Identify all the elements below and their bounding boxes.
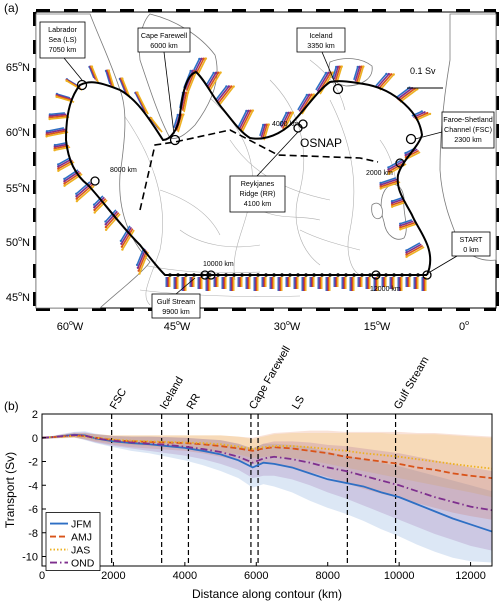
svg-text:Sea (LS): Sea (LS): [48, 35, 76, 44]
series-line-ond: [41, 434, 493, 512]
svg-text:Cape Farewell: Cape Farewell: [141, 31, 188, 40]
marker-label-iceland: Iceland: [158, 375, 186, 412]
legend-label-amj: AMJ: [71, 532, 92, 544]
band-jas: [42, 433, 492, 498]
svg-text:Faroe-Shetland: Faroe-Shetland: [443, 115, 493, 124]
osnap-label: OSNAP: [300, 136, 342, 150]
scale-arrow: 0.1 Sv: [407, 66, 443, 89]
plot-frame: [41, 413, 493, 567]
marker-label-fsc: FSC: [108, 386, 129, 411]
lat-label-60: 60oN: [6, 126, 30, 139]
ytick-label: 2: [32, 409, 38, 421]
lon-label-60w: 60oW: [57, 320, 84, 333]
callout-reykjanes: Reykjanes Ridge (RR) 4100 km: [229, 131, 299, 213]
y-axis-label: Transport (Sv): [3, 452, 17, 528]
svg-text:6000 km: 6000 km: [150, 41, 178, 50]
lat-label-50: 50oN: [6, 236, 30, 249]
marker-label-ls: LS: [290, 394, 307, 412]
svg-text:Reykjanes: Reykjanes: [241, 179, 275, 188]
marker-label-rr: RR: [185, 392, 203, 412]
ytick-label: -8: [28, 528, 38, 540]
callout-gulf-stream: Gulf Stream 9900 km: [151, 277, 201, 319]
xtick-label: 0: [39, 570, 45, 582]
svg-text:2300 km: 2300 km: [454, 135, 482, 144]
xtick-label: 8000: [315, 570, 339, 582]
ytick-label: -2: [28, 457, 38, 469]
ytick-label: -4: [28, 480, 38, 492]
callout-iceland: Iceland 3350 km: [296, 27, 346, 86]
km-label-12000: 12000 km: [370, 286, 401, 293]
xtick-label: 10000: [384, 570, 415, 582]
km-label-10000: 10000 km: [203, 261, 234, 268]
legend: [45, 512, 101, 571]
legend-label-jfm: JFM: [71, 519, 91, 531]
panel-b-label: (b): [4, 399, 19, 413]
svg-text:START: START: [460, 235, 484, 244]
svg-text:0 km: 0 km: [463, 245, 479, 254]
legend-label-jas: JAS: [71, 545, 90, 557]
lon-label-45w: 45oW: [164, 320, 191, 333]
scale-label: 0.1 Sv: [410, 66, 436, 76]
xtick-label: 12000: [455, 570, 486, 582]
svg-text:3350 km: 3350 km: [307, 41, 335, 50]
band-amj: [42, 430, 492, 520]
legend-label-ond: OND: [71, 558, 95, 570]
band-ond: [42, 432, 492, 551]
panel-a-label: (a): [4, 1, 19, 15]
svg-text:Labrador: Labrador: [48, 25, 77, 34]
contour-dots: [168, 273, 420, 277]
contour-path: [64, 70, 432, 276]
band-jfm: [42, 431, 492, 563]
lat-label-65: 65oN: [6, 61, 30, 74]
x-axis-label: Distance along contour (km): [192, 587, 342, 601]
xtick-label: 6000: [244, 570, 268, 582]
ytick-label: -10: [22, 552, 38, 564]
svg-text:Gulf Stream: Gulf Stream: [157, 297, 195, 306]
marker-label-gulf-stream: Gulf Stream: [392, 355, 432, 412]
lat-label-45: 45oN: [6, 291, 30, 304]
km-label-8000: 8000 km: [110, 167, 137, 174]
callout-cape-farewell: Cape Farewell 6000 km: [137, 27, 191, 135]
lon-label-30w: 30oW: [274, 320, 301, 333]
marker-label-cape-farewell: Cape Farewell: [247, 344, 293, 411]
xtick-label: 2000: [101, 570, 125, 582]
svg-text:Iceland: Iceland: [309, 31, 332, 40]
ytick-label: 0: [32, 433, 38, 445]
callout-fsc: Faroe-Shetland Channel (FSC) 2300 km: [414, 111, 495, 149]
km-label-4000: 4000 km: [272, 121, 299, 128]
svg-text:Channel (FSC): Channel (FSC): [444, 125, 492, 134]
callout-start: START 0 km: [429, 231, 491, 273]
lon-label-15w: 15oW: [364, 320, 391, 333]
lat-label-55: 55oN: [6, 182, 30, 195]
svg-text:Ridge (RR): Ridge (RR): [240, 189, 276, 198]
svg-text:7050 km: 7050 km: [49, 45, 77, 54]
location-markers: [76, 79, 432, 280]
ytick-label: -6: [28, 504, 38, 516]
svg-text:9900 km: 9900 km: [162, 307, 190, 316]
callout-labrador: Labrador Sea (LS) 7050 km: [39, 21, 86, 81]
xtick-label: 4000: [173, 570, 197, 582]
svg-text:4100 km: 4100 km: [244, 199, 272, 208]
lon-label-0: 0o: [459, 320, 469, 333]
km-label-2000: 2000 km: [366, 170, 393, 177]
osnap-section: [139, 129, 379, 211]
